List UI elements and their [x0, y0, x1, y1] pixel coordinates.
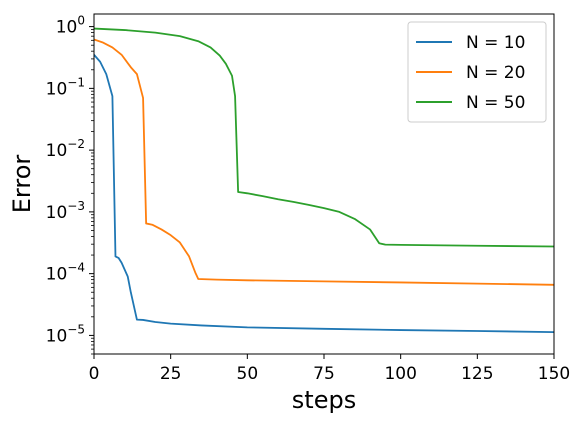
y-tick-label: 10−3	[46, 199, 85, 223]
x-tick-label: 150	[538, 364, 570, 384]
series-line-1	[94, 54, 554, 334]
y-tick-label: 10−4	[46, 261, 85, 285]
legend: N = 10 N = 20 N = 50	[407, 21, 547, 123]
x-tick-label: 50	[237, 364, 259, 384]
x-tick-label: 25	[160, 364, 182, 384]
legend-label: N = 10	[466, 33, 525, 53]
y-axis-title: Error	[8, 155, 36, 214]
y-tick-label: 10−2	[46, 137, 85, 161]
x-tick-label: 100	[384, 364, 416, 384]
y-tick-label: 10−1	[46, 75, 85, 99]
series-line-2	[94, 38, 554, 286]
legend-box	[407, 21, 547, 123]
y-tick-label: 100	[56, 14, 85, 38]
x-tick-label: 125	[461, 364, 493, 384]
x-tick-label: 75	[313, 364, 335, 384]
legend-label: N = 20	[466, 63, 525, 83]
x-axis-title: steps	[292, 386, 356, 414]
legend-label: N = 50	[466, 93, 525, 113]
series-line-3	[94, 27, 554, 248]
y-tick-label: 10−5	[46, 322, 85, 346]
x-tick-label: 0	[89, 364, 100, 384]
